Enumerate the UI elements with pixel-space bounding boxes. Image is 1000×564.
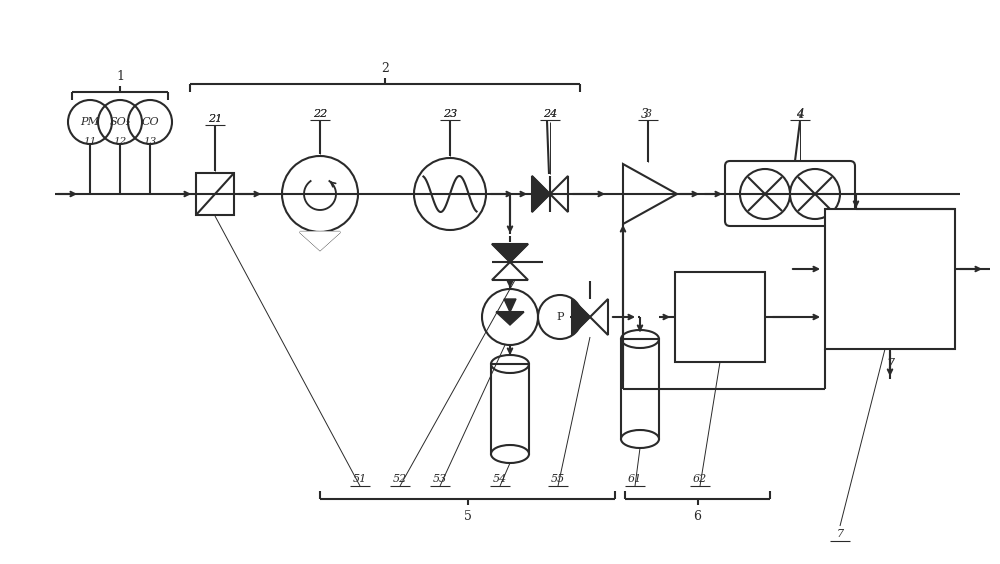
Text: P: P	[556, 312, 564, 322]
Polygon shape	[492, 244, 528, 262]
Text: 24: 24	[543, 109, 557, 119]
Ellipse shape	[491, 445, 529, 463]
Text: 22: 22	[313, 109, 327, 119]
Text: 4: 4	[796, 109, 804, 119]
Text: 1: 1	[116, 69, 124, 82]
Text: PM: PM	[81, 117, 99, 127]
Text: 51: 51	[353, 474, 367, 484]
Text: 23: 23	[443, 109, 457, 119]
Text: 24: 24	[543, 109, 557, 119]
Ellipse shape	[621, 430, 659, 448]
Text: 62: 62	[693, 474, 707, 484]
Polygon shape	[300, 232, 340, 250]
Text: 3: 3	[641, 108, 649, 121]
Text: 2: 2	[381, 61, 389, 74]
Text: 52: 52	[393, 474, 407, 484]
Text: 61: 61	[628, 474, 642, 484]
Text: 5: 5	[464, 510, 471, 523]
Polygon shape	[532, 176, 550, 212]
Text: 7: 7	[836, 529, 844, 539]
Text: 55: 55	[551, 474, 565, 484]
Text: SO₂: SO₂	[109, 117, 131, 127]
Bar	[825, 209, 955, 349]
Polygon shape	[572, 299, 590, 335]
Text: 21: 21	[208, 114, 222, 124]
Text: 53: 53	[433, 474, 447, 484]
Polygon shape	[504, 299, 516, 312]
Bar	[675, 272, 765, 362]
Text: 3: 3	[644, 109, 652, 119]
Text: 23: 23	[443, 109, 457, 119]
Polygon shape	[496, 312, 524, 325]
Text: 4: 4	[796, 108, 804, 121]
Text: 21: 21	[208, 114, 222, 124]
Bar	[196, 173, 234, 215]
Text: 13: 13	[143, 138, 157, 147]
Bar	[621, 339, 659, 439]
Text: 6: 6	[694, 510, 702, 523]
Bar	[491, 364, 529, 454]
Text: 7: 7	[886, 358, 894, 371]
Text: CO: CO	[141, 117, 159, 127]
Text: 12: 12	[113, 138, 127, 147]
Text: 54: 54	[493, 474, 507, 484]
Text: 11: 11	[83, 138, 97, 147]
Text: 22: 22	[313, 109, 327, 119]
